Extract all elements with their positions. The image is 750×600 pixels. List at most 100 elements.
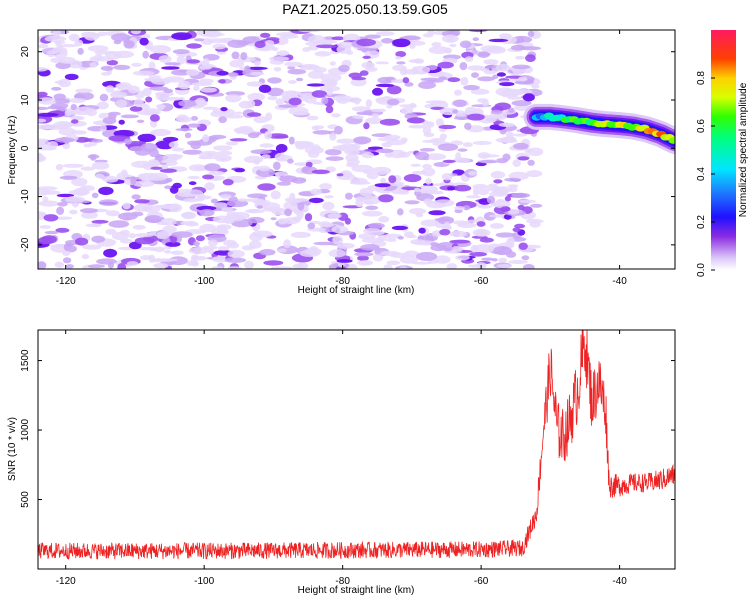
- noise-blob: [454, 89, 462, 96]
- noise-blob: [511, 89, 533, 95]
- noise-blob: [64, 110, 72, 117]
- noise-blob: [404, 200, 420, 205]
- noise-blob: [338, 64, 350, 72]
- noise-blob: [372, 254, 384, 262]
- noise-blob: [462, 142, 473, 148]
- noise-blob: [100, 72, 111, 76]
- noise-blob: [278, 104, 298, 108]
- noise-blob: [454, 206, 465, 211]
- noise-blob: [453, 116, 471, 120]
- noise-blob: [120, 229, 130, 236]
- noise-blob: [365, 205, 379, 210]
- noise-blob: [418, 81, 436, 89]
- noise-blob: [123, 40, 135, 49]
- noise-blob: [428, 46, 450, 55]
- noise-blob: [246, 112, 262, 117]
- noise-blob: [437, 61, 454, 69]
- noise-blob: [56, 193, 75, 198]
- noise-blob: [182, 149, 203, 155]
- noise-blob: [91, 161, 110, 170]
- noise-blob: [332, 145, 352, 151]
- noise-blob: [140, 255, 153, 261]
- noise-blob: [411, 66, 418, 75]
- noise-blob: [425, 178, 432, 185]
- x-tick-label: -60: [474, 276, 489, 287]
- noise-blob: [329, 132, 337, 141]
- noise-blob: [263, 260, 284, 266]
- noise-blob: [347, 264, 358, 269]
- noise-blob: [204, 163, 221, 172]
- noise-blob: [475, 229, 488, 237]
- noise-blob: [457, 148, 468, 152]
- noise-blob: [181, 211, 197, 220]
- noise-blob: [325, 105, 334, 114]
- noise-blob: [477, 204, 492, 209]
- noise-blob: [277, 248, 287, 253]
- noise-blob: [512, 64, 531, 70]
- noise-blob: [243, 155, 264, 164]
- colorbar-tick-label: 0.2: [696, 215, 707, 229]
- noise-blob: [156, 231, 170, 240]
- noise-blob: [196, 30, 217, 37]
- noise-blob: [190, 116, 199, 121]
- noise-blob: [265, 112, 273, 121]
- noise-blob: [386, 139, 406, 146]
- noise-blob: [467, 65, 486, 71]
- x-tick-label: -120: [56, 276, 76, 287]
- noise-blob: [371, 166, 392, 175]
- noise-blob: [80, 166, 96, 171]
- noise-blob: [168, 141, 179, 148]
- noise-blob: [493, 179, 503, 184]
- noise-blob: [247, 66, 268, 70]
- noise-blob: [160, 218, 177, 226]
- noise-blob: [365, 117, 383, 125]
- noise-blob: [378, 216, 390, 223]
- noise-blob: [195, 97, 206, 106]
- noise-blob: [423, 132, 435, 138]
- noise-blob: [409, 43, 416, 49]
- noise-blob: [296, 77, 304, 82]
- noise-blob: [508, 260, 528, 264]
- y-tick-label: 10: [20, 94, 31, 106]
- noise-blob: [356, 111, 373, 116]
- noise-blob: [247, 99, 256, 108]
- noise-blob: [181, 221, 189, 226]
- noise-blob: [336, 138, 356, 144]
- noise-blob: [139, 37, 149, 46]
- noise-blob: [295, 143, 307, 150]
- noise-blob: [133, 180, 155, 188]
- noise-blob: [472, 187, 479, 196]
- noise-blob: [331, 113, 341, 118]
- noise-blob: [41, 47, 61, 55]
- noise-blob: [51, 86, 62, 91]
- noise-blob: [266, 87, 284, 97]
- noise-blob: [470, 244, 479, 253]
- noise-blob: [234, 111, 243, 115]
- noise-blob: [465, 195, 481, 199]
- noise-blob: [517, 156, 530, 161]
- noise-blob: [512, 159, 521, 168]
- noise-blob: [58, 127, 76, 136]
- noise-blob: [65, 264, 74, 269]
- noise-blob: [149, 45, 172, 54]
- noise-blob: [69, 97, 86, 104]
- noise-blob: [225, 114, 244, 119]
- noise-blob: [498, 122, 515, 127]
- noise-blob: [224, 257, 246, 264]
- noise-blob: [397, 236, 404, 240]
- noise-blob: [392, 38, 411, 48]
- noise-blob: [488, 38, 509, 43]
- noise-blob: [272, 161, 281, 171]
- noise-blob: [420, 219, 439, 227]
- noise-blob: [510, 44, 526, 51]
- noise-blob: [218, 150, 233, 156]
- noise-blob: [134, 237, 155, 245]
- noise-blob: [442, 159, 456, 163]
- noise-blob: [399, 266, 408, 269]
- noise-blob: [155, 140, 175, 150]
- noise-blob: [426, 121, 435, 128]
- noise-blob: [190, 254, 199, 262]
- noise-blob: [136, 110, 159, 116]
- noise-blob: [472, 141, 492, 145]
- x-tick-label: -100: [194, 276, 214, 287]
